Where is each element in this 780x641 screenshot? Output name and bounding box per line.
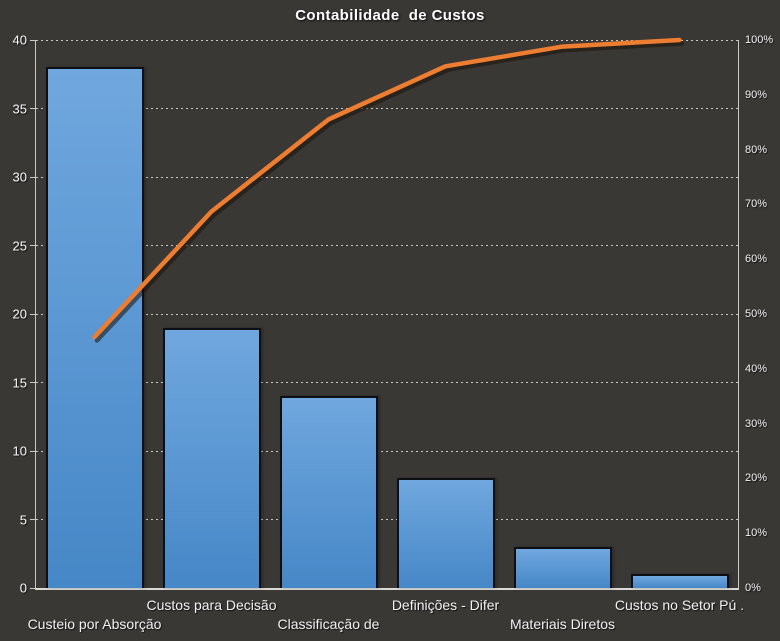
- plot-area: [30, 37, 739, 590]
- right-axis-tick-label: 90%: [745, 88, 768, 101]
- left-axis-tick: [30, 108, 35, 109]
- left-axis-tick: [30, 176, 35, 178]
- category-label-0: Custeio por Absorção: [27, 616, 162, 632]
- bar-4[interactable]: [513, 546, 612, 588]
- cumulative-line-layer: [92, 37, 685, 343]
- left-axis-tick: [30, 450, 35, 452]
- right-axis-tick-label: 80%: [745, 143, 768, 156]
- right-axis-tick-label: 100%: [745, 34, 774, 46]
- right-axis-tick-label: 50%: [745, 308, 768, 320]
- left-axis-tick: [30, 382, 35, 383]
- left-axis-tick-label: 30: [12, 169, 27, 185]
- bar-1[interactable]: [162, 327, 261, 588]
- left-axis-tick-label: 40: [12, 32, 27, 48]
- right-percent-axis: 0% 10% 20% 30% 40% 50% 60% 70% 80% 90% 100%: [745, 34, 780, 594]
- bar-3[interactable]: [396, 478, 495, 588]
- left-axis-tick-label: 25: [12, 238, 27, 253]
- left-axis-tick: [30, 519, 35, 520]
- left-value-axis: 0 5 10 15 20 25 30 35 40: [0, 33, 30, 596]
- left-axis-tick-label: 0: [19, 580, 27, 596]
- bar-0[interactable]: [45, 67, 144, 588]
- category-label-1: Custos para Decisão: [146, 597, 277, 613]
- chart-title: Contabilidade de Custos: [295, 7, 485, 24]
- right-axis-tick-label: 0%: [745, 582, 761, 594]
- left-axis-tick-label: 5: [19, 512, 27, 527]
- category-label-3: Definições - Difer: [391, 597, 500, 613]
- bar-2[interactable]: [279, 396, 378, 588]
- left-axis-tick-label: 10: [12, 443, 27, 459]
- left-axis-tick: [30, 587, 35, 589]
- left-axis-tick: [30, 39, 35, 41]
- left-axis-tick: [30, 245, 35, 246]
- left-axis-tick-label: 15: [12, 375, 27, 390]
- cumulative-percent-line[interactable]: [92, 37, 682, 340]
- right-axis-tick-label: 70%: [745, 198, 768, 211]
- right-axis-tick-label: 20%: [745, 472, 768, 485]
- left-axis-tick: [30, 313, 35, 315]
- category-label-2: Classificação de: [277, 616, 380, 632]
- right-axis-tick-label: 30%: [745, 417, 768, 430]
- category-axis-labels: Custeio por Absorção Custos para Decisão C…: [28, 588, 745, 641]
- category-label-4: Materiais Diretos: [509, 616, 616, 632]
- left-axis-tick-label: 20: [12, 306, 27, 322]
- right-axis-tick-label: 40%: [745, 362, 768, 375]
- left-axis-tick-label: 35: [12, 101, 27, 116]
- right-axis-tick-label: 10%: [745, 527, 768, 540]
- bar-5[interactable]: [630, 574, 729, 588]
- category-label-5: Custos no Setor Pú .: [614, 597, 745, 613]
- cumulative-line-shadow: [94, 41, 685, 343]
- right-axis-tick-label: 60%: [745, 253, 768, 266]
